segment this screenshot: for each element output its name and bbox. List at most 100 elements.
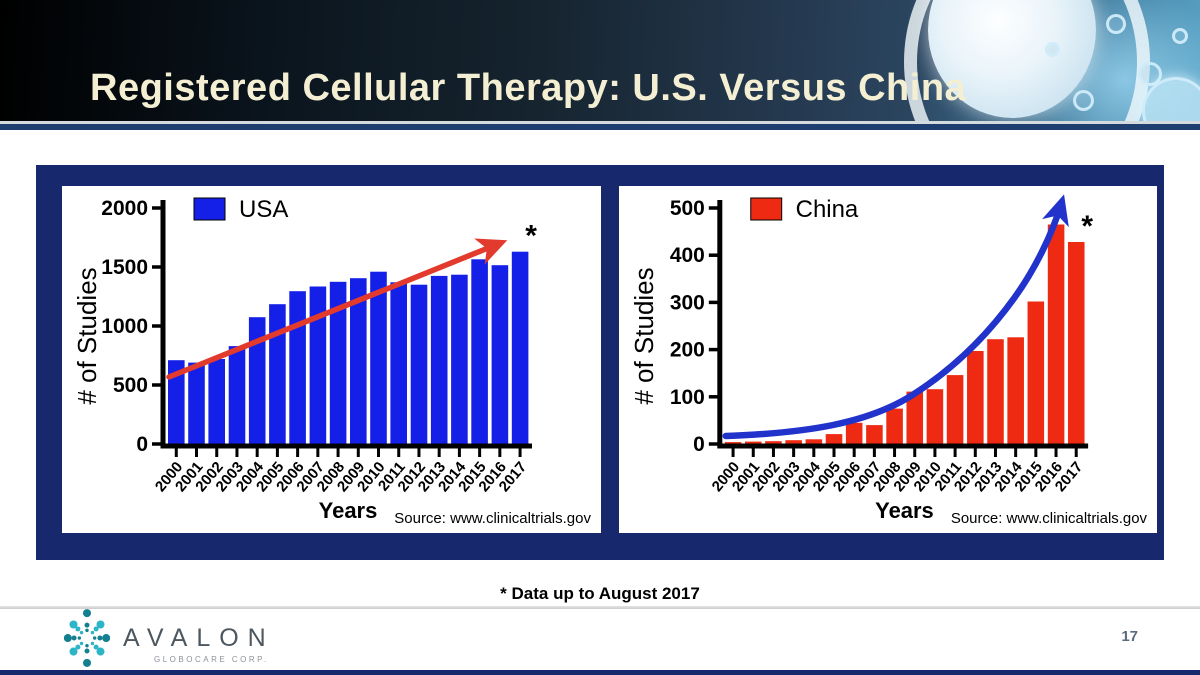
bar-2009 <box>906 391 924 444</box>
bubble-decoration <box>1073 90 1094 111</box>
bar-2007 <box>309 286 327 444</box>
y-axis-ticks: 0 500 1000 1500 2000 <box>101 197 161 456</box>
axes <box>160 200 532 449</box>
svg-text:China: China <box>796 196 859 223</box>
svg-text:0: 0 <box>693 433 705 456</box>
x-axis-title: Years <box>319 498 378 523</box>
axes <box>717 200 1089 449</box>
bar-2004 <box>805 439 823 444</box>
svg-text:100: 100 <box>670 386 705 409</box>
header-divider-navy <box>0 124 1200 130</box>
logo-dot <box>97 635 103 641</box>
trend-arrow <box>166 238 508 380</box>
svg-text:1000: 1000 <box>101 315 148 338</box>
x-axis-ticks: 2000200120022003200420052006200720082009… <box>152 448 530 495</box>
bubble-decoration <box>1172 28 1188 44</box>
bubble-decoration <box>1045 42 1060 57</box>
logo-dot <box>71 635 77 641</box>
bar-2017 <box>1067 242 1085 444</box>
x-axis-ticks: 2000200120022003200420052006200720082009… <box>709 448 1086 495</box>
logo-dot <box>84 648 90 654</box>
bar-2005 <box>269 304 286 444</box>
bar-2014 <box>1007 337 1024 444</box>
bar-2015 <box>471 259 488 444</box>
avalon-logo-text: AVALON GLOBOCARE CORP. <box>123 624 275 665</box>
logo-dot <box>77 636 82 640</box>
bar-2011 <box>946 375 964 444</box>
source-label: Source: www.clinicaltrials.gov <box>951 510 1148 527</box>
source-label: Source: www.clinicaltrials.gov <box>394 510 591 527</box>
bar-2002 <box>208 359 225 444</box>
slide-title: Registered Cellular Therapy: U.S. Versus… <box>90 67 967 110</box>
usa-chart-card: 0 500 1000 1500 2000 2000 2001 2002 2003 2004 2005… <box>62 186 601 533</box>
avalon-logo: AVALON GLOBOCARE CORP. <box>64 609 275 669</box>
usa-bar-chart: 0 500 1000 1500 2000 200020012002200320042005… <box>72 196 591 527</box>
svg-text:2000: 2000 <box>101 197 148 220</box>
bar-2007 <box>866 425 883 444</box>
bar-2014 <box>451 274 468 444</box>
bar-2016 <box>491 265 509 444</box>
brand-name: AVALON <box>123 624 275 652</box>
bar-2012 <box>967 351 984 444</box>
logo-dot <box>90 641 95 646</box>
bubble-decoration <box>1106 14 1126 34</box>
avalon-starburst-icon <box>64 609 110 667</box>
bottom-navy-bar <box>0 670 1200 675</box>
slide-header: Registered Cellular Therapy: U.S. Versus… <box>0 0 1200 121</box>
x-axis-title: Years <box>875 498 934 523</box>
logo-dot <box>90 630 95 635</box>
bar-2008 <box>886 408 903 444</box>
logo-dot <box>82 609 92 618</box>
bar-2001 <box>188 362 205 444</box>
bar-2000 <box>724 442 742 444</box>
header-divider-light <box>0 121 1200 124</box>
svg-text:300: 300 <box>670 291 705 314</box>
bar-2013 <box>987 339 1004 444</box>
logo-dot <box>93 626 99 632</box>
china-chart-card: 0 100 200 300 400 500 2000 2001 2002 2003 2004 2005… <box>619 186 1157 533</box>
logo-dot <box>64 634 72 643</box>
china-bars <box>724 224 1085 444</box>
brand-subtitle: GLOBOCARE CORP. <box>154 655 269 664</box>
svg-text:0: 0 <box>136 433 148 456</box>
logo-dot <box>85 628 89 633</box>
bar-2008 <box>329 281 347 445</box>
legend: China <box>750 196 859 223</box>
page-number: 17 <box>1121 628 1138 645</box>
logo-dot <box>82 658 92 667</box>
logo-dot <box>79 630 84 635</box>
footnote: * Data up to August 2017 <box>500 584 700 603</box>
charts-panel: 0 500 1000 1500 2000 2000 2001 2002 2003 2004 2005… <box>36 165 1164 560</box>
svg-text:USA: USA <box>239 196 288 223</box>
bar-2006 <box>289 291 306 444</box>
bar-2016 <box>1047 224 1065 444</box>
bar-2015 <box>1027 301 1045 444</box>
logo-dot <box>79 641 84 646</box>
bar-2002 <box>765 441 782 444</box>
bar-2006 <box>845 422 863 444</box>
bar-2012 <box>410 284 428 444</box>
logo-dot <box>75 626 81 632</box>
bar-2017 <box>511 251 529 444</box>
bar-2010 <box>926 389 944 444</box>
svg-text:1500: 1500 <box>101 256 148 279</box>
logo-dot <box>92 636 97 640</box>
bar-2005 <box>825 434 843 444</box>
bar-2003 <box>785 440 802 444</box>
bar-2009 <box>350 278 367 444</box>
svg-text:500: 500 <box>670 197 705 220</box>
asterisk-annotation: * <box>1081 210 1093 243</box>
cell-ring-decoration <box>904 0 1150 121</box>
logo-dot <box>85 643 89 648</box>
svg-text:500: 500 <box>113 374 148 397</box>
logo-dot <box>69 647 78 656</box>
y-axis-ticks: 0 100 200 300 400 500 <box>670 197 718 456</box>
bar-2003 <box>228 346 246 444</box>
logo-dot <box>96 647 105 656</box>
china-bar-chart: 0 100 200 300 400 500 200020012002200320042005… <box>629 194 1148 527</box>
bar-2013 <box>430 275 448 444</box>
bar-2000 <box>168 360 185 444</box>
usa-bars <box>168 251 529 445</box>
bar-2011 <box>390 282 407 444</box>
trend-arrow <box>722 194 1069 440</box>
